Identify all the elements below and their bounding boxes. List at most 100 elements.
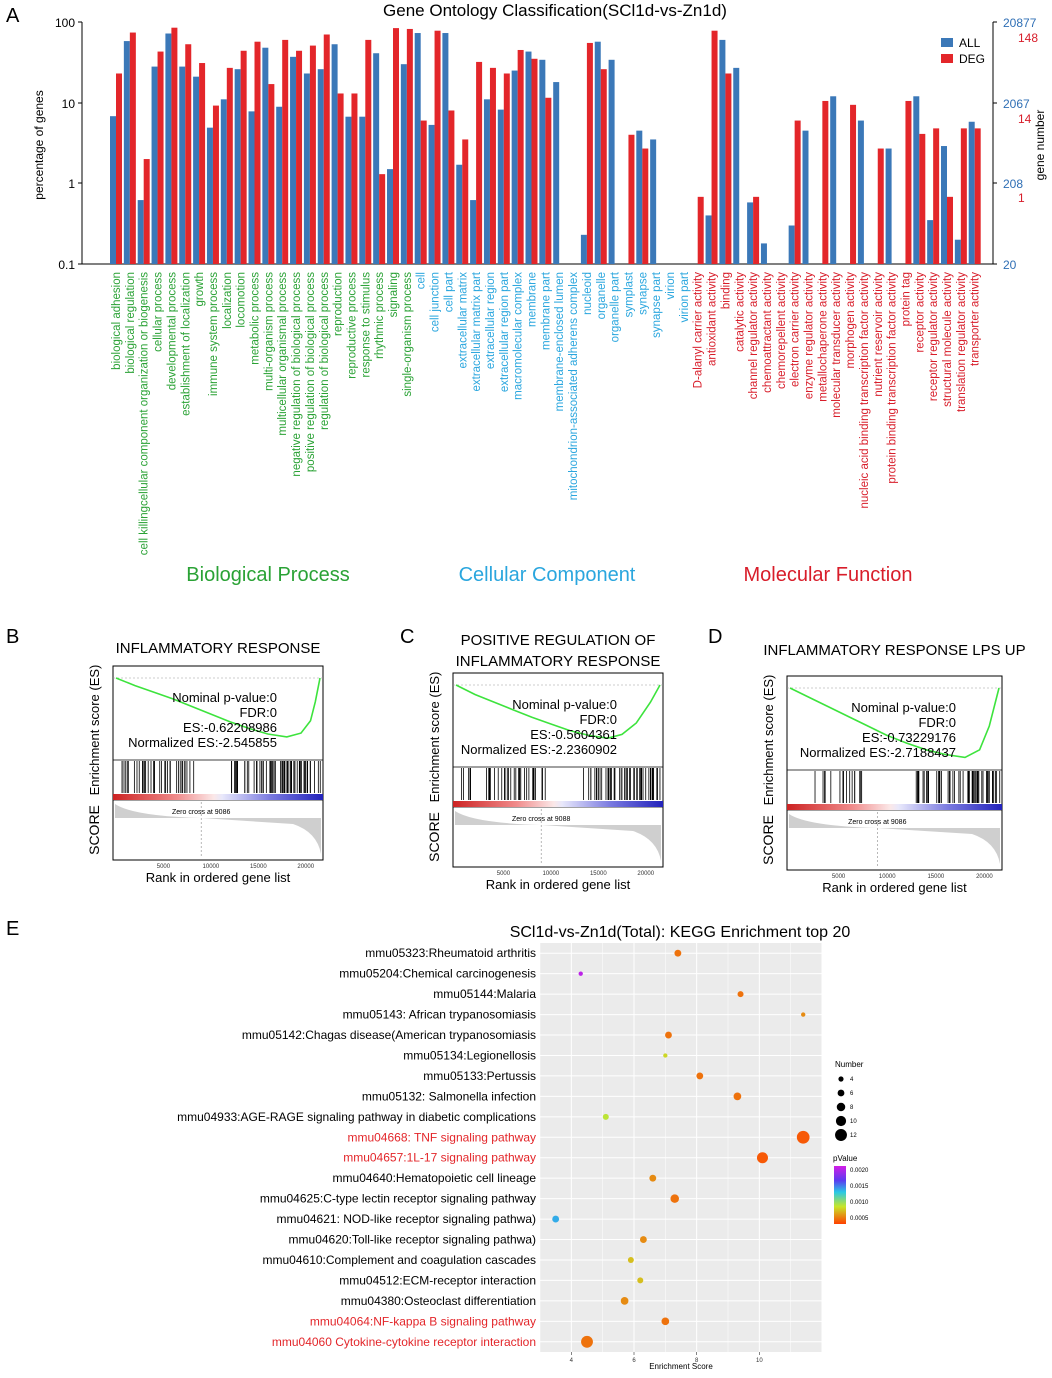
go-bar-all (331, 44, 338, 264)
kegg-grid (539, 943, 823, 1352)
go-bar-deg (337, 93, 344, 264)
go-bar-all (262, 47, 269, 264)
go-right-tick-all: 20877 (1003, 16, 1037, 30)
go-bar-all (359, 116, 366, 265)
go-category-label: locomotion (236, 272, 248, 328)
go-category-label: molecular transducer activity (831, 272, 843, 418)
kegg-term-label: mmu04668: TNF signaling pathway (347, 1130, 536, 1144)
go-bar-all (760, 243, 767, 264)
go-bar-deg (905, 100, 912, 264)
rank-gradient-bar (453, 801, 663, 807)
go-bar-all (733, 67, 740, 264)
gsea-plot: POSITIVE REGULATION OF INFLAMMATORY RESPO… (426, 632, 664, 892)
go-bar-deg (296, 50, 303, 265)
kegg-point (737, 991, 744, 998)
go-category-label: receptor regulator activity (928, 272, 940, 401)
zero-cross-label: Zero cross at 9086 (848, 819, 906, 826)
kegg-x-tick-label: 4 (570, 1358, 574, 1364)
gsea-title: POSITIVE REGULATION OF (461, 632, 656, 649)
rank-gradient-bar (787, 804, 1002, 810)
kegg-point (756, 1152, 768, 1164)
kegg-term-label: mmu05132: Salmonella infection (362, 1089, 536, 1103)
color-legend-tick: 0.0005 (850, 1216, 869, 1222)
gsea-x-tick: 5000 (497, 871, 511, 877)
go-category-label: antioxidant activity (707, 272, 719, 366)
go-bar-all (913, 96, 920, 264)
category-cellular-component: Cellular Component (459, 564, 636, 586)
size-legend-items: 4 6 8 10 12 (835, 1076, 857, 1141)
go-panel: A Gene Ontology Classification(SCl1d-vs-… (6, 1, 1047, 586)
go-category-label: extracellular region part (499, 271, 511, 392)
kegg-plot-area (540, 943, 822, 1352)
go-category-label: transporter activity (970, 272, 982, 366)
kegg-term-label: mmu05144:Malaria (433, 987, 536, 1001)
go-bar-deg (282, 39, 289, 264)
go-chart-title: Gene Ontology Classification(SCl1d-vs-Zn… (383, 1, 727, 20)
go-bar-all (373, 53, 380, 264)
kegg-term-label: mmu04060 Cytokine-cytokine receptor inte… (272, 1335, 536, 1349)
go-bar-all (885, 148, 892, 264)
go-bar-all (165, 33, 172, 264)
kegg-panel: E SCl1d-vs-Zn1d(Total): KEGG Enrichment … (6, 918, 869, 1371)
kegg-x-tick-label: 10 (756, 1358, 763, 1364)
go-bar-deg (960, 128, 967, 264)
gsea-stat: ES:-0.73229176 (862, 730, 956, 745)
kegg-term-label: mmu04933:AGE-RAGE signaling pathway in d… (177, 1110, 536, 1124)
go-category-label: symplast (623, 271, 635, 317)
go-bar-all (317, 69, 324, 265)
go-bar-all (193, 76, 200, 264)
zero-cross-label: Zero cross at 9088 (512, 816, 570, 823)
gsea-x-tick: 5000 (157, 864, 171, 870)
go-bar-all (650, 139, 657, 264)
go-category-label: localization (222, 272, 234, 329)
go-right-tick-all: 208 (1003, 177, 1023, 191)
go-bar-all (857, 120, 864, 264)
kegg-point (674, 949, 682, 957)
go-bar-all (137, 200, 144, 264)
go-category-label: cellular process (153, 272, 165, 352)
kegg-point (670, 1194, 679, 1203)
go-category-label: extracellular matrix (457, 272, 469, 369)
kegg-size-legend: Number 4 6 8 10 12 (835, 1060, 864, 1141)
go-bar-deg (642, 148, 649, 264)
go-bar-all (497, 109, 504, 264)
go-bar-deg (545, 97, 552, 264)
go-category-label: cell (416, 272, 428, 289)
kegg-term-label: mmu04640:Hematopoietic cell lineage (333, 1171, 537, 1185)
size-legend-label: 8 (850, 1105, 854, 1111)
go-category-label: signaling (388, 272, 400, 317)
es-curve (789, 687, 1000, 759)
go-bar-deg (434, 30, 441, 264)
go-bar-deg (822, 100, 829, 264)
go-bar-deg (586, 42, 593, 264)
go-category-label: mitochondrion-associated adherens comple… (568, 272, 580, 500)
kegg-term-label: mmu04620:Toll-like receptor signaling pa… (289, 1233, 536, 1247)
size-legend-dot (835, 1115, 847, 1127)
rank-gradient-bar (113, 794, 323, 800)
go-bar-all (705, 215, 712, 264)
go-category-label: cell junction (430, 272, 442, 332)
kegg-term-label: mmu04621: NOD-like receptor signaling pa… (277, 1212, 536, 1226)
go-bar-deg (753, 196, 760, 264)
go-right-tick-all: 20 (1003, 258, 1017, 272)
go-category-label: growth (194, 272, 206, 307)
gsea-x-tick: 15000 (250, 864, 267, 870)
go-category-label: protein binding transcription factor act… (887, 272, 899, 484)
go-category-label: morphogen activity (845, 272, 857, 369)
gsea-x-tick: 20000 (637, 871, 654, 877)
kegg-point (663, 1053, 668, 1058)
go-bar-deg (600, 69, 607, 265)
go-category-label: nucleic acid binding transcription facto… (859, 272, 871, 509)
go-category-label: regulation of biological process (319, 272, 331, 430)
gsea-xlabel: Rank in ordered gene list (146, 870, 291, 885)
go-category-label: structural molecule activity (942, 272, 954, 407)
kegg-term-label: mmu05323:Rheumatoid arthritis (365, 946, 536, 960)
gsea-stat: Normalized ES:-2.545855 (128, 735, 277, 750)
go-category-label: channel regulator activity (748, 272, 760, 399)
go-bar-all (553, 82, 560, 265)
go-category-label: developmental process (166, 272, 178, 391)
go-bar-deg (379, 174, 386, 264)
go-bar-deg (448, 110, 455, 265)
go-category-label: chemorepellent activity (776, 272, 788, 389)
go-right-tick-deg: 148 (1018, 31, 1038, 45)
